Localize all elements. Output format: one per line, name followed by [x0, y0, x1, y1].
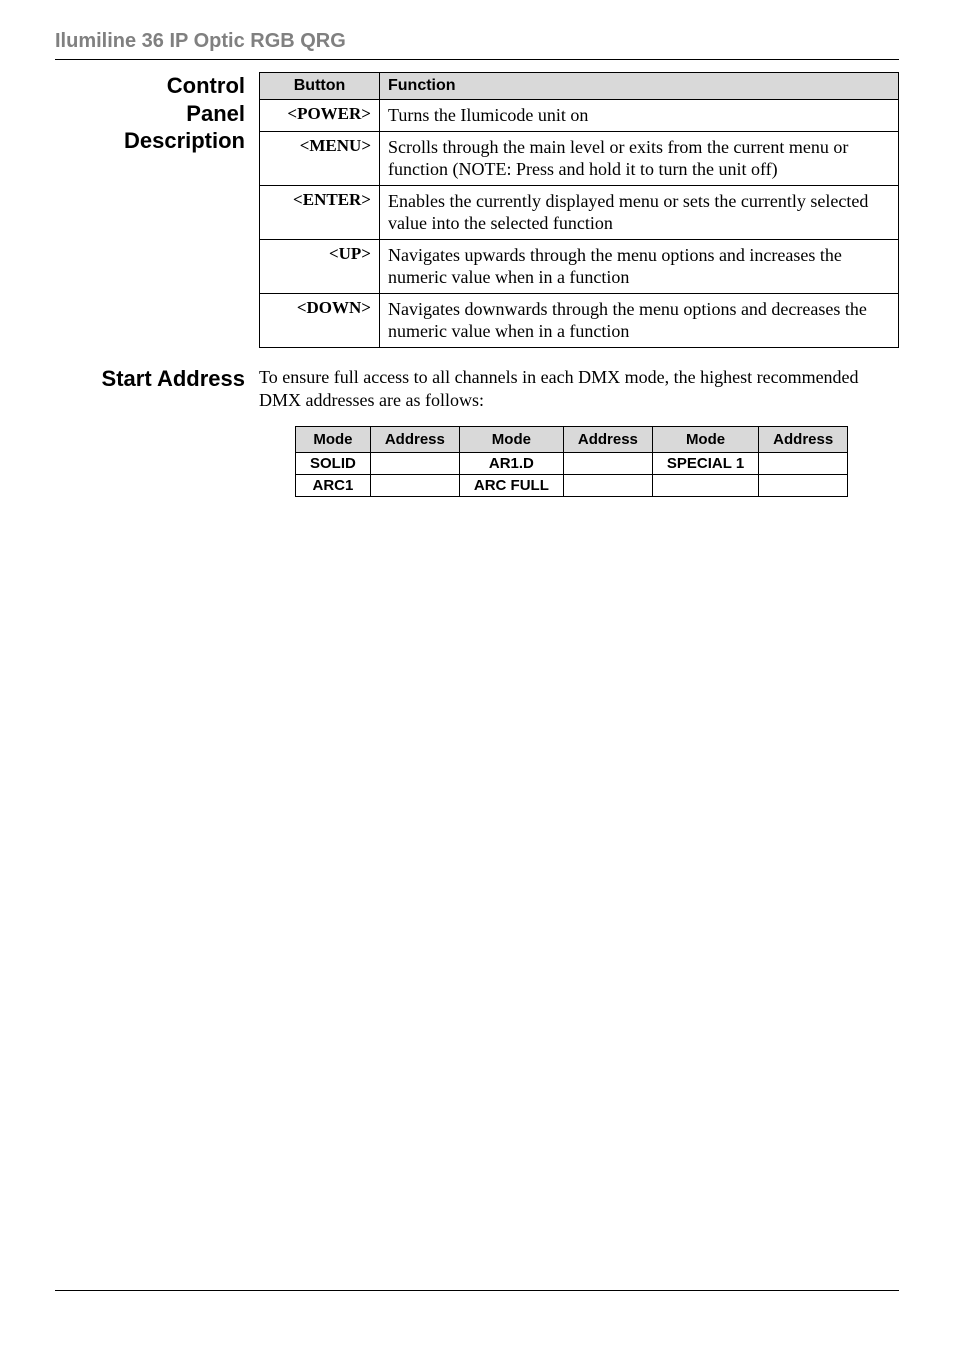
- address-cell: [759, 475, 848, 497]
- function-cell: Turns the Ilumicode unit on: [380, 100, 899, 132]
- table-header-row: Mode Address Mode Address Mode Address: [296, 427, 848, 453]
- start-address-section: Start Address To ensure full access to a…: [55, 366, 899, 498]
- heading-line: Panel: [186, 101, 245, 126]
- start-address-body: To ensure full access to all channels in…: [259, 366, 899, 498]
- control-panel-heading: Control Panel Description: [55, 72, 245, 348]
- col-header-mode: Mode: [296, 427, 371, 453]
- table-row: <UP> Navigates upwards through the menu …: [260, 239, 899, 293]
- address-cell: [563, 475, 652, 497]
- table-row: <MENU> Scrolls through the main level or…: [260, 131, 899, 185]
- mode-cell: ARC FULL: [459, 475, 563, 497]
- start-address-heading: Start Address: [55, 366, 245, 498]
- mode-cell: SPECIAL 1: [652, 453, 758, 475]
- col-header-address: Address: [759, 427, 848, 453]
- control-panel-section: Control Panel Description Button Functio…: [55, 72, 899, 348]
- function-cell: Enables the currently displayed menu or …: [380, 185, 899, 239]
- function-cell: Navigates downwards through the menu opt…: [380, 293, 899, 347]
- table-row: <ENTER> Enables the currently displayed …: [260, 185, 899, 239]
- col-header-function: Function: [380, 73, 899, 100]
- table-row: SOLID AR1.D SPECIAL 1: [296, 453, 848, 475]
- function-cell: Navigates upwards through the menu optio…: [380, 239, 899, 293]
- table-row: <DOWN> Navigates downwards through the m…: [260, 293, 899, 347]
- col-header-address: Address: [370, 427, 459, 453]
- table-row: ARC1 ARC FULL: [296, 475, 848, 497]
- heading-line: Description: [124, 128, 245, 153]
- table-row: <POWER> Turns the Ilumicode unit on: [260, 100, 899, 132]
- mode-cell: [652, 475, 758, 497]
- address-cell: [370, 475, 459, 497]
- button-cell: <UP>: [260, 239, 380, 293]
- start-address-intro: To ensure full access to all channels in…: [259, 366, 899, 413]
- mode-cell: SOLID: [296, 453, 371, 475]
- button-cell: <DOWN>: [260, 293, 380, 347]
- address-cell: [759, 453, 848, 475]
- page-header-title: Ilumiline 36 IP Optic RGB QRG: [55, 30, 899, 60]
- footer-rule: [55, 1290, 899, 1291]
- control-panel-table: Button Function <POWER> Turns the Ilumic…: [259, 72, 899, 348]
- table-header-row: Button Function: [260, 73, 899, 100]
- mode-cell: ARC1: [296, 475, 371, 497]
- col-header-mode: Mode: [652, 427, 758, 453]
- button-cell: <POWER>: [260, 100, 380, 132]
- col-header-mode: Mode: [459, 427, 563, 453]
- col-header-button: Button: [260, 73, 380, 100]
- button-cell: <ENTER>: [260, 185, 380, 239]
- address-cell: [370, 453, 459, 475]
- col-header-address: Address: [563, 427, 652, 453]
- heading-line: Control: [167, 73, 245, 98]
- address-cell: [563, 453, 652, 475]
- button-cell: <MENU>: [260, 131, 380, 185]
- address-table: Mode Address Mode Address Mode Address S…: [295, 426, 848, 497]
- function-cell: Scrolls through the main level or exits …: [380, 131, 899, 185]
- mode-cell: AR1.D: [459, 453, 563, 475]
